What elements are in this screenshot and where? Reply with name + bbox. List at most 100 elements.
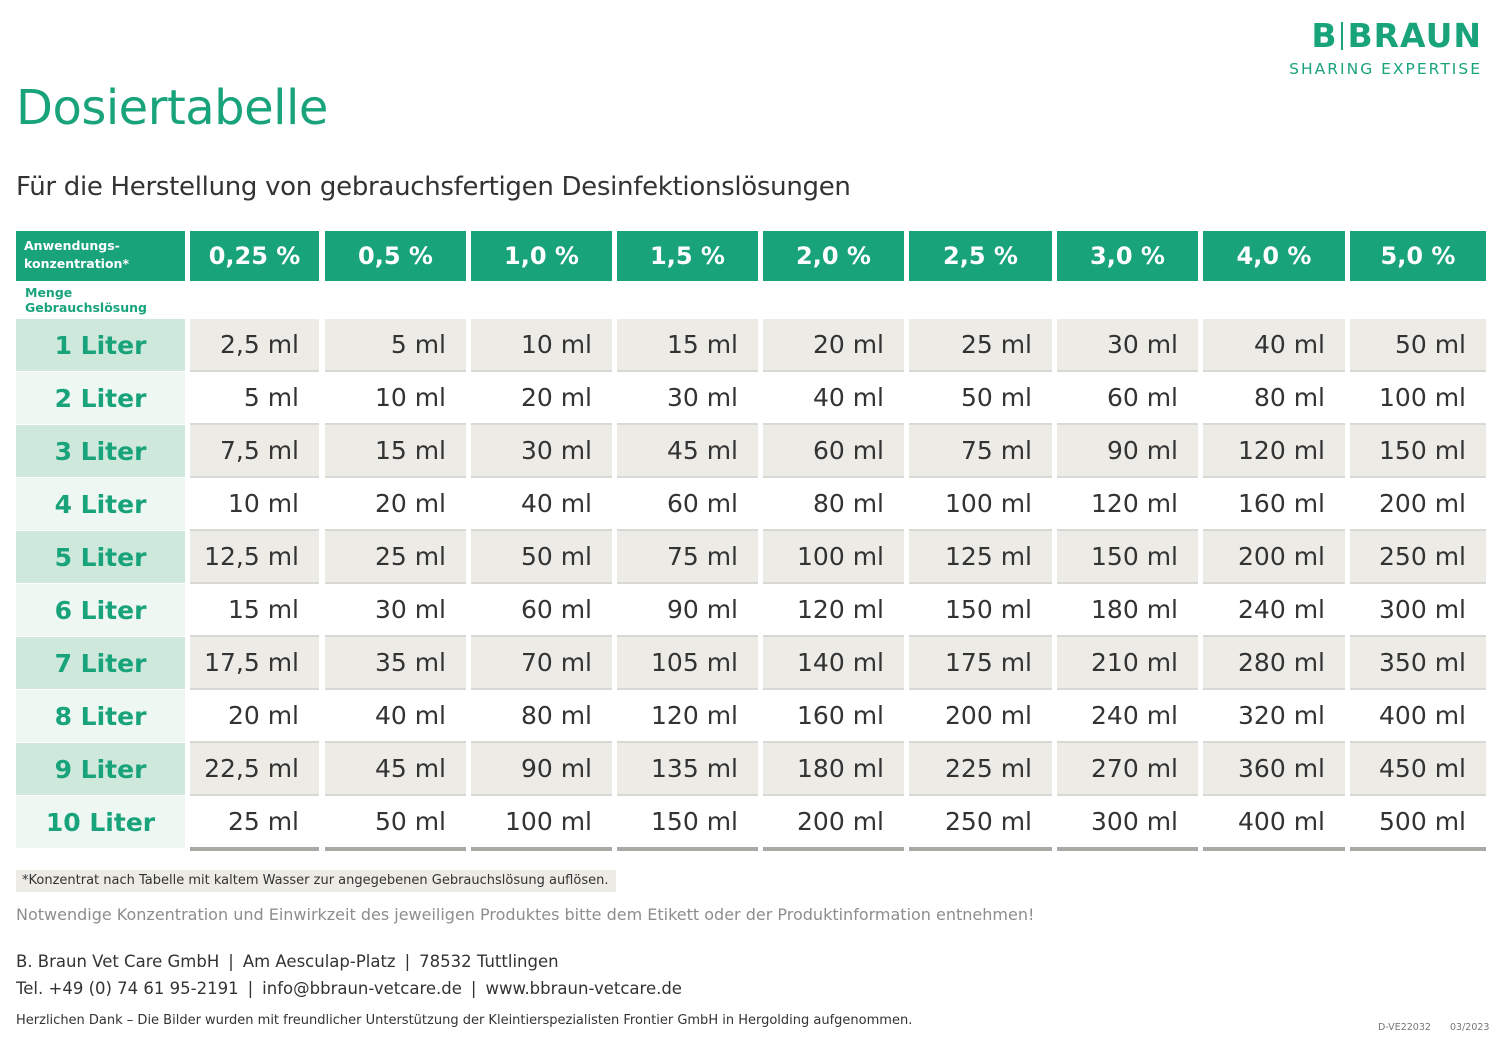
dosage-cell: 250 ml <box>909 796 1052 851</box>
dosage-cell: 25 ml <box>909 319 1052 372</box>
row-volume-label: 9 Liter <box>16 743 185 795</box>
row-volume-label: 4 Liter <box>16 478 185 530</box>
header-concentration: 0,5 % <box>325 231 466 281</box>
brand-wordmark-left: B <box>1311 16 1338 55</box>
dosage-cell: 60 ml <box>763 425 904 478</box>
dosage-cell: 210 ml <box>1057 637 1198 690</box>
contact-website[interactable]: www.bbraun-vetcare.de <box>485 979 682 998</box>
dosage-cell: 90 ml <box>471 743 612 796</box>
dosage-cell: 15 ml <box>325 425 466 478</box>
page-subtitle: Für die Herstellung von gebrauchsfertige… <box>16 172 851 202</box>
page-title: Dosiertabelle <box>16 80 328 136</box>
dosage-cell: 225 ml <box>909 743 1052 796</box>
dosage-cell: 30 ml <box>617 372 758 425</box>
separator: | <box>228 952 234 971</box>
header-concentration: 3,0 % <box>1057 231 1198 281</box>
dosage-cell: 300 ml <box>1057 796 1198 851</box>
row-volume-label: 6 Liter <box>16 584 185 636</box>
dosage-cell: 320 ml <box>1203 690 1345 743</box>
dosage-cell: 100 ml <box>471 796 612 851</box>
dosage-cell: 360 ml <box>1203 743 1345 796</box>
dosage-cell: 450 ml <box>1350 743 1486 796</box>
dosage-cell: 200 ml <box>909 690 1052 743</box>
dosage-cell: 350 ml <box>1350 637 1486 690</box>
thanks-note: Herzlichen Dank – Die Bilder wurden mit … <box>16 1013 913 1028</box>
header-concentration: 0,25 % <box>190 231 319 281</box>
dosage-cell: 50 ml <box>325 796 466 851</box>
dosage-cell: 200 ml <box>1203 531 1345 584</box>
dosage-cell: 105 ml <box>617 637 758 690</box>
dosage-cell: 400 ml <box>1203 796 1345 851</box>
dosage-cell: 160 ml <box>763 690 904 743</box>
company-street: Am Aesculap-Platz <box>242 952 396 971</box>
dosage-cell: 15 ml <box>617 319 758 372</box>
row-volume-label: 3 Liter <box>16 425 185 477</box>
dosage-cell: 240 ml <box>1057 690 1198 743</box>
header-label-line2: konzentration* <box>24 256 129 271</box>
dosage-cell: 35 ml <box>325 637 466 690</box>
dosage-cell: 45 ml <box>617 425 758 478</box>
contact-email[interactable]: info@bbraun-vetcare.de <box>262 979 462 998</box>
row-volume-label: 2 Liter <box>16 372 185 424</box>
row-volume-label: 1 Liter <box>16 319 185 371</box>
dosage-cell: 12,5 ml <box>190 531 319 584</box>
dosage-cell: 180 ml <box>1057 584 1198 637</box>
notice-text: Notwendige Konzentration und Einwirkzeit… <box>16 905 1035 924</box>
dosage-cell: 400 ml <box>1350 690 1486 743</box>
header-concentration: 4,0 % <box>1203 231 1345 281</box>
dosage-cell: 150 ml <box>617 796 758 851</box>
dosage-cell: 100 ml <box>763 531 904 584</box>
dosage-cell: 50 ml <box>1350 319 1486 372</box>
header-concentration-label: Anwendungs- konzentration* <box>16 231 185 281</box>
company-city: 78532 Tuttlingen <box>419 952 559 971</box>
dosage-cell: 100 ml <box>909 478 1052 531</box>
dosage-cell: 500 ml <box>1350 796 1486 851</box>
header-concentration: 1,5 % <box>617 231 758 281</box>
dosage-cell: 90 ml <box>1057 425 1198 478</box>
dosage-cell: 2,5 ml <box>190 319 319 372</box>
company-name: B. Braun Vet Care GmbH <box>16 952 220 971</box>
dosage-cell: 70 ml <box>471 637 612 690</box>
dosage-cell: 90 ml <box>617 584 758 637</box>
company-line: B. Braun Vet Care GmbH | Am Aesculap-Platz… <box>16 952 559 971</box>
dosage-cell: 10 ml <box>190 478 319 531</box>
dosage-cell: 150 ml <box>1057 531 1198 584</box>
dosage-cell: 160 ml <box>1203 478 1345 531</box>
dosage-cell: 100 ml <box>1350 372 1486 425</box>
row-volume-label: 8 Liter <box>16 690 185 742</box>
subheader-volume-label: Menge Gebrauchslösung <box>25 285 147 315</box>
dosage-cell: 25 ml <box>190 796 319 851</box>
dosage-cell: 80 ml <box>471 690 612 743</box>
dosage-cell: 17,5 ml <box>190 637 319 690</box>
contact-line: Tel. +49 (0) 74 61 95-2191 | info@bbraun-v… <box>16 979 682 998</box>
row-volume-label: 7 Liter <box>16 637 185 689</box>
dosage-cell: 200 ml <box>1350 478 1486 531</box>
dosage-cell: 150 ml <box>909 584 1052 637</box>
header-concentration: 1,0 % <box>471 231 612 281</box>
dosage-cell: 80 ml <box>1203 372 1345 425</box>
brand-logo: B BRAUN SHARING EXPERTISE <box>1289 18 1482 79</box>
dosage-cell: 40 ml <box>471 478 612 531</box>
header-label-line1: Anwendungs- <box>24 238 120 253</box>
dosage-cell: 75 ml <box>909 425 1052 478</box>
brand-wordmark: B BRAUN <box>1289 18 1482 54</box>
dosage-cell: 150 ml <box>1350 425 1486 478</box>
dosage-cell: 5 ml <box>325 319 466 372</box>
dosage-cell: 10 ml <box>471 319 612 372</box>
dosage-cell: 45 ml <box>325 743 466 796</box>
dosage-cell: 140 ml <box>763 637 904 690</box>
brand-tagline: SHARING EXPERTISE <box>1289 60 1482 78</box>
dosage-cell: 22,5 ml <box>190 743 319 796</box>
dosage-cell: 120 ml <box>763 584 904 637</box>
dosage-cell: 30 ml <box>471 425 612 478</box>
document-date: 03/2023 <box>1450 1022 1490 1033</box>
dosage-cell: 250 ml <box>1350 531 1486 584</box>
dosage-cell: 125 ml <box>909 531 1052 584</box>
footnote: *Konzentrat nach Tabelle mit kaltem Wass… <box>16 870 617 892</box>
separator: | <box>247 979 254 998</box>
dosage-cell: 40 ml <box>1203 319 1345 372</box>
separator: | <box>470 979 477 998</box>
header-concentration: 2,5 % <box>909 231 1052 281</box>
dosage-cell: 40 ml <box>763 372 904 425</box>
dosage-cell: 280 ml <box>1203 637 1345 690</box>
